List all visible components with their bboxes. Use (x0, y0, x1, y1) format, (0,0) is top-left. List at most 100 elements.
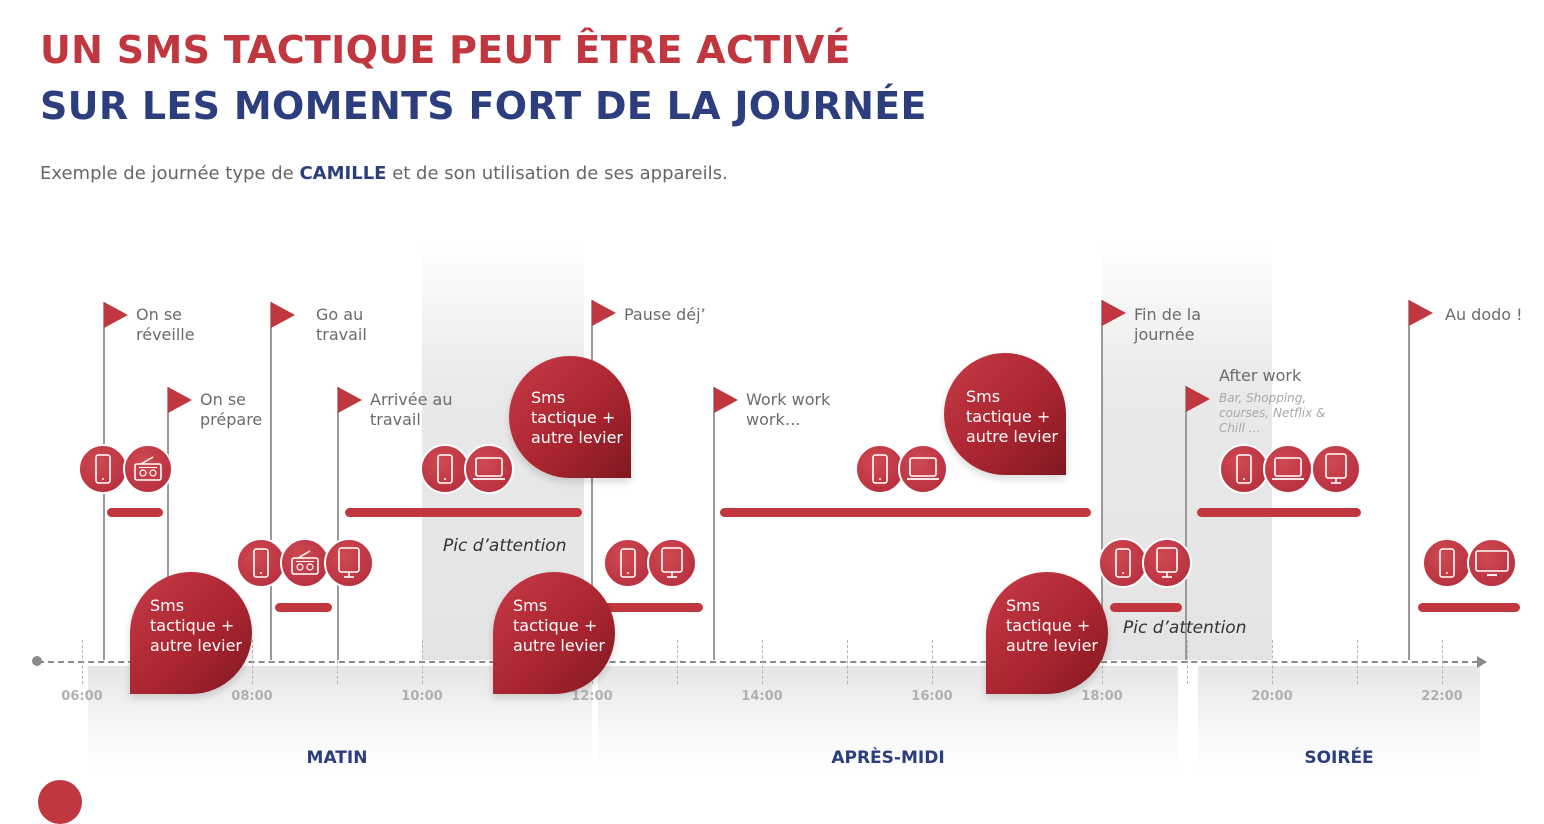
tv-icon (1467, 538, 1517, 588)
event-label-lunch-break: Pause déj’ (624, 305, 706, 324)
axis-tick (1272, 640, 1273, 684)
axis-tick-label: 16:00 (911, 689, 953, 704)
sms-callout: Sms tactique + autre levier (944, 353, 1066, 475)
laptop-icon (1263, 444, 1313, 494)
flag-icon (168, 387, 192, 413)
smartphone-icon (420, 444, 470, 494)
axis-tick (677, 640, 678, 684)
time-axis-arrow-icon (1477, 656, 1487, 668)
event-flagpole (1408, 300, 1410, 660)
flag-icon (104, 302, 128, 328)
subtitle-name: CAMILLE (299, 163, 387, 184)
axis-tick (932, 640, 933, 684)
attention-peak-label: Pic d’attention (1123, 618, 1247, 638)
usage-bar (107, 508, 163, 517)
time-axis-start-dot (32, 656, 42, 666)
axis-tick-label: 08:00 (231, 689, 273, 704)
smartphone-icon (855, 444, 905, 494)
usage-bar (601, 603, 703, 612)
axis-tick-label: 20:00 (1251, 689, 1293, 704)
event-label-go-to-work: Go au travail (316, 305, 367, 344)
event-flagpole (337, 387, 339, 660)
sms-callout-text: Sms tactique + autre levier (150, 596, 242, 655)
radio-icon (123, 444, 173, 494)
period-label-afternoon: APRÈS-MIDI (831, 748, 945, 768)
event-flagpole (591, 300, 593, 660)
axis-tick (337, 640, 338, 684)
axis-tick-label: 06:00 (61, 689, 103, 704)
axis-tick-label: 18:00 (1081, 689, 1123, 704)
event-label-get-ready: On se prépare (200, 390, 263, 429)
flag-icon (714, 387, 738, 413)
axis-tick (1357, 640, 1358, 684)
event-label-end-of-day: Fin de la journée (1134, 305, 1202, 344)
axis-tick-label: 12:00 (571, 689, 613, 704)
subtitle-after: et de son utilisation de ses appareils. (386, 163, 728, 184)
flag-icon (271, 302, 295, 328)
title-line-2: SUR LES MOMENTS FORT DE LA JOURNÉE (40, 84, 927, 128)
axis-tick-label: 10:00 (401, 689, 443, 704)
subtitle-before: Exemple de journée type de (40, 163, 300, 184)
tablet-icon (1311, 444, 1361, 494)
axis-tick (82, 640, 83, 684)
laptop-icon (898, 444, 948, 494)
sms-callout-text: Sms tactique + autre levier (531, 388, 623, 447)
usage-bar (1110, 603, 1182, 612)
axis-tick (762, 640, 763, 684)
axis-tick (1102, 640, 1103, 684)
axis-tick (422, 640, 423, 684)
event-flagpole (713, 387, 715, 660)
event-label-after-work: After work (1219, 366, 1302, 385)
sms-callout: Sms tactique + autre levier (493, 572, 615, 694)
event-flagpole (1185, 386, 1187, 660)
smartphone-icon (78, 444, 128, 494)
radio-icon (280, 538, 330, 588)
event-flagpole (167, 387, 169, 660)
subtitle: Exemple de journée type de CAMILLE et de… (40, 163, 728, 184)
tablet-icon (647, 538, 697, 588)
axis-tick-label: 22:00 (1421, 689, 1463, 704)
sms-callout-text: Sms tactique + autre levier (1006, 596, 1098, 655)
axis-tick (252, 640, 253, 684)
axis-tick (847, 640, 848, 684)
smartphone-icon (1098, 538, 1148, 588)
axis-tick (1442, 640, 1443, 684)
flag-icon (592, 300, 616, 326)
event-flagpole (270, 302, 272, 660)
sms-callout: Sms tactique + autre levier (509, 356, 631, 478)
flag-icon (1409, 300, 1433, 326)
smartphone-icon (1422, 538, 1472, 588)
event-label-work: Work work work… (746, 390, 831, 429)
event-label-wake-up: On se réveille (136, 305, 195, 344)
title-line-1: UN SMS TACTIQUE PEUT ÊTRE ACTIVÉ (40, 28, 851, 72)
event-label-arrive-at-work: Arrivée au travail (370, 390, 453, 429)
tablet-icon (324, 538, 374, 588)
axis-tick-label: 14:00 (741, 689, 783, 704)
smartphone-icon (603, 538, 653, 588)
flag-icon (338, 387, 362, 413)
flag-icon (1102, 300, 1126, 326)
usage-bar (1418, 603, 1520, 612)
smartphone-icon (236, 538, 286, 588)
period-background-evening (1198, 666, 1480, 776)
usage-bar (1197, 508, 1361, 517)
sms-callout-text: Sms tactique + autre levier (966, 387, 1058, 446)
attention-peak-label: Pic d’attention (443, 536, 567, 556)
decorative-circle (38, 780, 82, 824)
event-note-after-work: Bar, Shopping, courses, Netflix & Chill … (1219, 391, 1326, 435)
time-axis (38, 661, 1478, 663)
usage-bar (275, 603, 332, 612)
sms-callout: Sms tactique + autre levier (986, 572, 1108, 694)
smartphone-icon (1219, 444, 1269, 494)
period-label-evening: SOIRÉE (1304, 748, 1374, 768)
event-flagpole (1101, 300, 1103, 660)
usage-bar (345, 508, 582, 517)
sms-callout-text: Sms tactique + autre levier (513, 596, 605, 655)
event-label-bedtime: Au dodo ! (1445, 305, 1523, 324)
sms-callout: Sms tactique + autre levier (130, 572, 252, 694)
axis-tick (1187, 640, 1188, 684)
usage-bar (720, 508, 1091, 517)
period-label-morning: MATIN (306, 748, 368, 768)
flag-icon (1186, 386, 1210, 412)
tablet-icon (1142, 538, 1192, 588)
